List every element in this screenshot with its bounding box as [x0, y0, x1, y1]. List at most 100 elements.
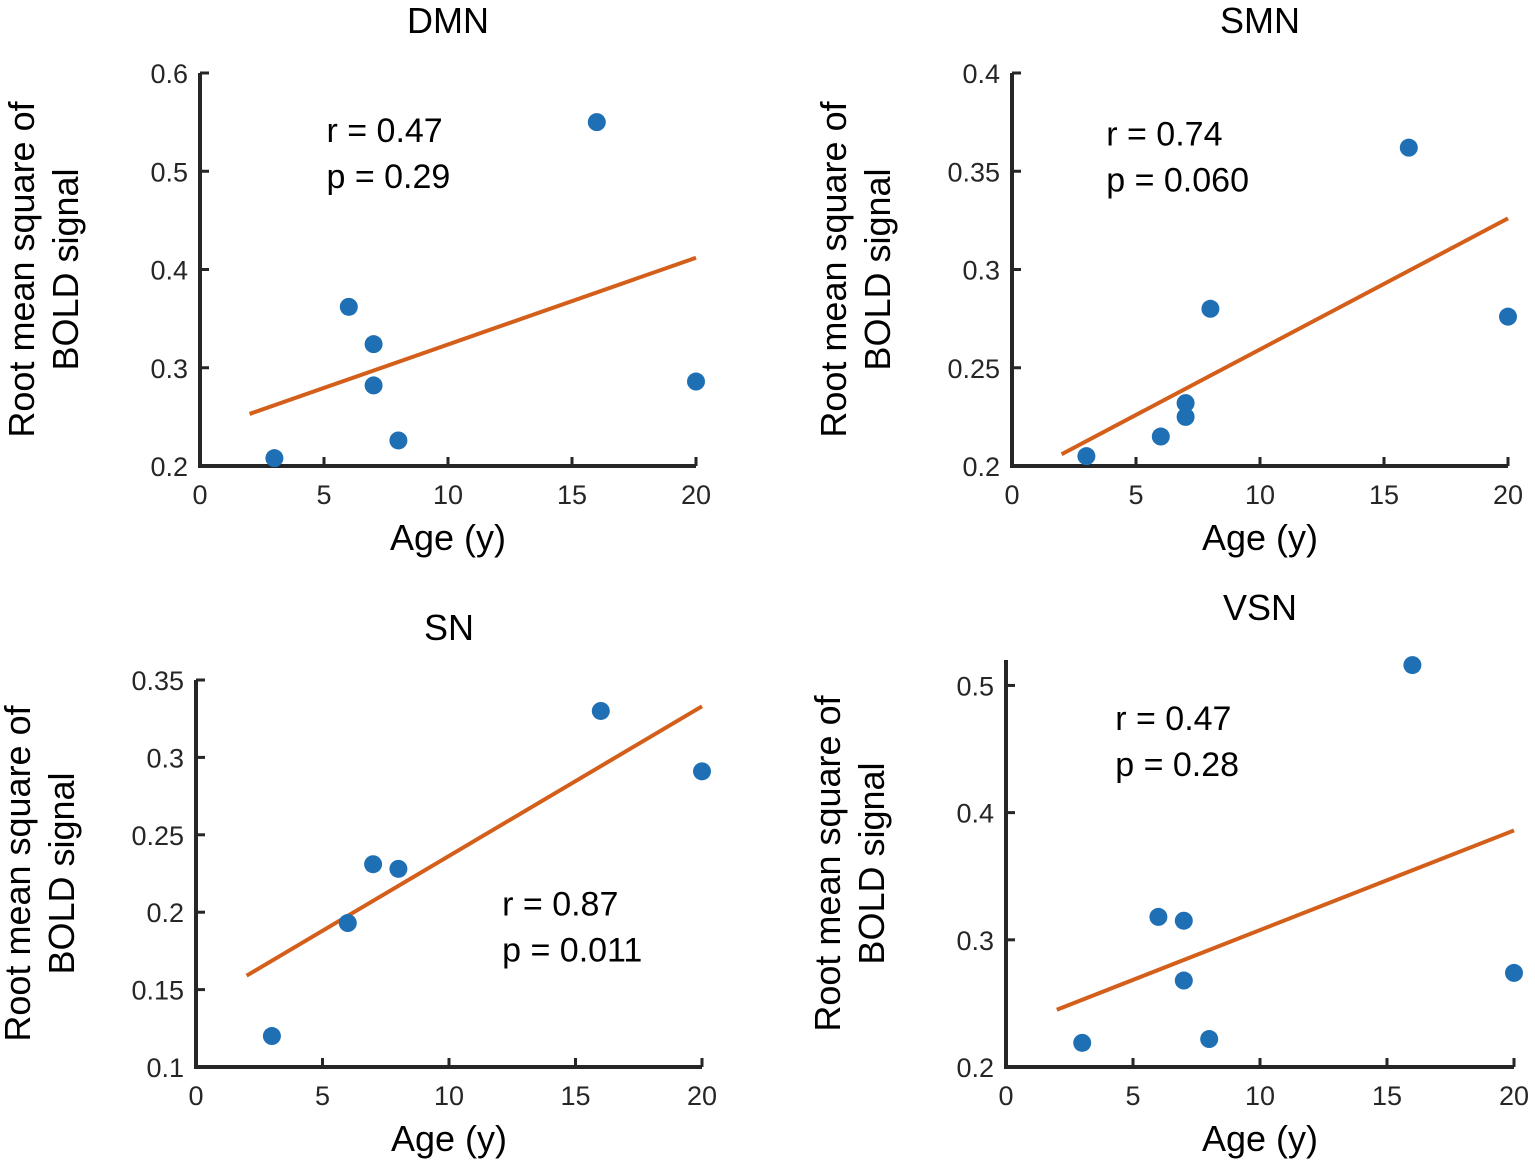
x-tick-label: 0 [998, 1081, 1013, 1111]
y-tick-label: 0.4 [150, 256, 188, 286]
data-point [1149, 907, 1168, 926]
data-point [687, 372, 705, 391]
y-tick-label: 0.3 [150, 354, 188, 384]
chart-title: DMN [407, 0, 489, 41]
chart-panel-dmn: DMN 0 5 10 15 20 0.2 0.3 0.4 0.5 0.6 Age (y) Root me… [1, 0, 711, 558]
data-point [1151, 427, 1170, 446]
data-point [1176, 394, 1195, 413]
y-tick-label: 0.35 [131, 666, 184, 696]
r-value-label: r = 0.87 [502, 885, 618, 923]
y-axis-label-line-2: BOLD signal [45, 168, 86, 370]
y-tick-label: 0.25 [131, 821, 184, 851]
y-axis-label-line-1: Root mean square of [0, 704, 38, 1041]
y-tick-label: 0.25 [947, 354, 1000, 384]
data-point [1174, 911, 1193, 930]
axis-lines [1004, 660, 1514, 1069]
y-tick-label: 0.35 [947, 157, 1000, 187]
x-axis-label: Age (y) [1202, 517, 1318, 558]
data-point [265, 449, 284, 468]
data-point [1200, 1030, 1219, 1049]
y-tick-label: 0.2 [962, 452, 1000, 482]
data-point [1174, 971, 1193, 990]
data-point [587, 113, 606, 132]
x-axis-label: Age (y) [390, 517, 506, 558]
data-point [1399, 138, 1418, 157]
r-value-label: r = 0.47 [1115, 700, 1231, 738]
regression-line [1056, 828, 1515, 1012]
y-tick-label: 0.3 [956, 926, 994, 956]
x-tick-label: 10 [1245, 480, 1275, 510]
x-tick-label: 20 [687, 1081, 717, 1111]
x-tick-label: 5 [315, 1081, 330, 1111]
data-point [364, 855, 383, 874]
y-tick-label: 0.6 [150, 59, 188, 89]
x-tick-label: 5 [316, 480, 331, 510]
data-point [1403, 656, 1422, 675]
x-tick-label: 20 [1493, 480, 1523, 510]
x-tick-label: 20 [1499, 1081, 1529, 1111]
chart-panel-smn: SMN 0 5 10 15 20 0.2 0.25 0.3 0.35 0.4 Age (y) Root … [813, 0, 1523, 558]
y-tick-label: 0.2 [150, 452, 188, 482]
data-point [364, 376, 383, 395]
regression-line [245, 704, 704, 978]
data-point [389, 859, 408, 878]
x-tick-label: 10 [1245, 1081, 1275, 1111]
data-point [1499, 307, 1517, 326]
y-tick-label: 0.3 [962, 256, 1000, 286]
data-point [1201, 299, 1220, 318]
x-tick-label: 10 [433, 480, 463, 510]
p-value-label: p = 0.28 [1115, 746, 1239, 784]
data-point [364, 335, 383, 354]
data-point [1077, 447, 1096, 466]
y-tick-label: 0.4 [956, 799, 994, 829]
y-tick-label: 0.3 [146, 743, 184, 773]
chart-title: SMN [1220, 0, 1300, 41]
chart-title: SN [424, 607, 474, 648]
x-axis-label: Age (y) [1202, 1118, 1318, 1159]
y-axis-label-line-2: BOLD signal [41, 772, 82, 974]
data-point [1176, 407, 1195, 426]
x-tick-label: 15 [557, 480, 587, 510]
x-tick-label: 15 [1369, 480, 1399, 510]
chart-panel-vsn: VSN 0 5 10 15 20 0.2 0.3 0.4 0.5 Age (y) Root mean … [807, 587, 1529, 1159]
r-value-label: r = 0.47 [326, 112, 442, 150]
data-point [338, 914, 357, 933]
y-tick-label: 0.1 [146, 1053, 184, 1083]
y-axis-label-line-2: BOLD signal [857, 168, 898, 370]
x-tick-label: 20 [681, 480, 711, 510]
data-point [1505, 963, 1523, 982]
y-tick-label: 0.5 [956, 671, 994, 701]
x-tick-label: 15 [1372, 1081, 1402, 1111]
axis-lines [194, 680, 702, 1069]
x-axis-label: Age (y) [391, 1118, 507, 1159]
regression-line [248, 255, 697, 416]
y-axis-label-line-1: Root mean square of [807, 694, 848, 1031]
data-point [591, 701, 610, 720]
p-value-label: p = 0.060 [1106, 162, 1249, 200]
data-point [389, 431, 408, 450]
p-value-label: p = 0.29 [326, 158, 450, 196]
x-tick-label: 0 [188, 1081, 203, 1111]
p-value-label: p = 0.011 [502, 931, 642, 969]
y-tick-label: 0.5 [150, 157, 188, 187]
data-point [339, 297, 358, 316]
axis-lines [1010, 73, 1508, 468]
y-axis-label-line-2: BOLD signal [851, 762, 892, 964]
y-axis-label-line-1: Root mean square of [813, 100, 854, 437]
y-axis-label-line-1: Root mean square of [1, 100, 42, 437]
data-point [262, 1027, 281, 1046]
y-tick-label: 0.15 [131, 976, 184, 1006]
r-value-label: r = 0.74 [1106, 116, 1222, 154]
x-tick-label: 5 [1128, 480, 1143, 510]
x-tick-label: 10 [434, 1081, 464, 1111]
chart-panel-sn: SN 0 5 10 15 20 0.1 0.15 0.2 0.25 0.3 0.35 Age (y) Ro… [0, 607, 717, 1159]
x-tick-label: 15 [560, 1081, 590, 1111]
chart-title: VSN [1223, 587, 1297, 628]
data-point [1073, 1033, 1092, 1052]
data-point [693, 762, 711, 781]
y-tick-label: 0.2 [146, 898, 184, 928]
x-tick-label: 5 [1125, 1081, 1140, 1111]
y-tick-label: 0.2 [956, 1053, 994, 1083]
x-tick-label: 0 [192, 480, 207, 510]
